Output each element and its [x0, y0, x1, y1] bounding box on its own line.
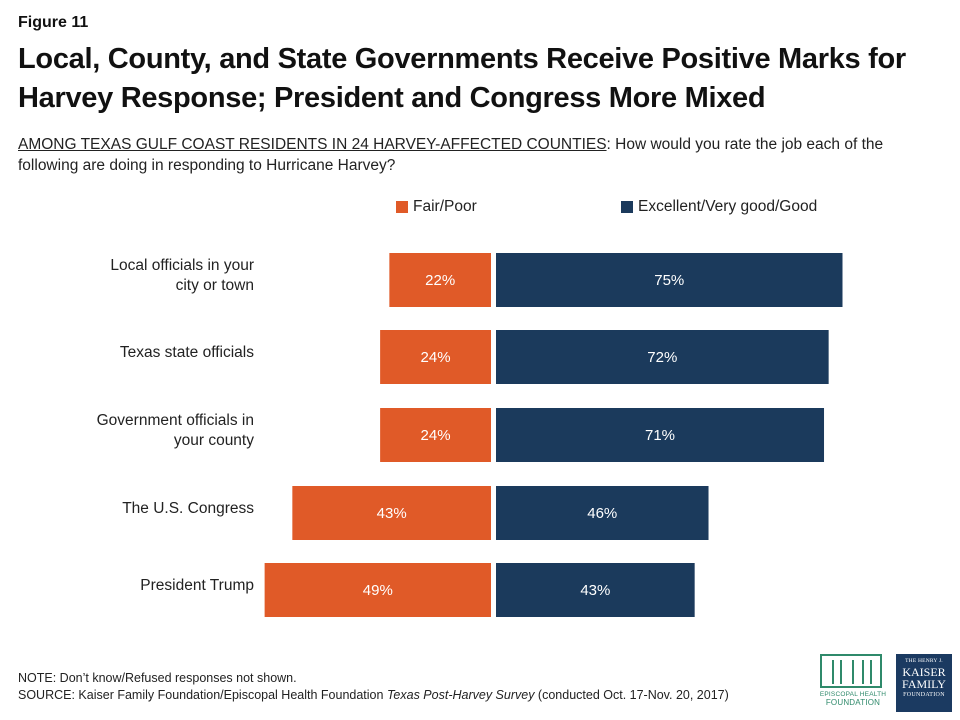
bar-label-fair-poor-president-trump: 49% — [363, 582, 393, 599]
bar-label-fair-poor-texas-state-officials: 24% — [421, 349, 451, 366]
ehf-logo-text: EPISCOPAL HEALTH FOUNDATION — [819, 691, 887, 707]
legend-label-fair-poor: Fair/Poor — [413, 198, 477, 215]
source-prefix: SOURCE: Kaiser Family Foundation/Episcop… — [18, 688, 387, 702]
legend-item-fair-poor: Fair/Poor — [396, 198, 477, 216]
bar-excellent-good-the-u-s-congress — [496, 486, 709, 540]
category-label-texas-state-officials: Texas state officials — [120, 344, 254, 361]
category-label-government-officials-in-your-county: Government officials in your county — [97, 412, 255, 449]
legend-label-excellent-good: Excellent/Very good/Good — [638, 198, 818, 215]
chart-title: Local, County, and State Governments Rec… — [18, 43, 906, 114]
bar-excellent-good-president-trump — [496, 563, 695, 617]
legend-swatch-excellent-good — [621, 201, 633, 213]
legend-item-excellent-good: Excellent/Very good/Good — [621, 198, 817, 216]
bar-label-excellent-good-president-trump: 43% — [580, 582, 610, 599]
source-text: SOURCE: Kaiser Family Foundation/Episcop… — [18, 687, 798, 704]
category-label-president-trump: President Trump — [140, 577, 254, 594]
bar-label-excellent-good-local-officials-in-your-city-or-town: 75% — [654, 272, 684, 289]
ehf-logo-mark — [820, 654, 882, 688]
category-label-the-u-s-congress: The U.S. Congress — [122, 500, 254, 517]
bar-fair-poor-local-officials-in-your-city-or-town — [389, 253, 491, 307]
bar-label-fair-poor-government-officials-in-your-county: 24% — [421, 427, 451, 444]
bar-label-excellent-good-the-u-s-congress: 46% — [587, 505, 617, 522]
bar-label-excellent-good-government-officials-in-your-county: 71% — [645, 427, 675, 444]
source-survey-name: Texas Post-Harvey Survey — [386, 688, 535, 702]
bar-label-excellent-good-texas-state-officials: 72% — [647, 349, 677, 366]
bar-label-fair-poor-local-officials-in-your-city-or-town: 22% — [425, 272, 455, 289]
note-text: NOTE: Don’t know/Refused responses not s… — [18, 671, 297, 685]
chart-subtitle: AMONG TEXAS GULF COAST RESIDENTS IN 24 H… — [18, 134, 938, 176]
bar-fair-poor-government-officials-in-your-county — [380, 408, 491, 462]
footnote: NOTE: Don’t know/Refused responses not s… — [18, 670, 798, 704]
legend-swatch-fair-poor — [396, 201, 408, 213]
episcopal-health-foundation-logo: EPISCOPAL HEALTH FOUNDATION — [818, 654, 888, 714]
kaiser-family-foundation-logo: THE HENRY J. KAISER FAMILY FOUNDATION — [896, 654, 952, 712]
bar-fair-poor-president-trump — [264, 563, 491, 617]
bar-excellent-good-texas-state-officials — [496, 330, 829, 384]
subtitle-rest: : How would you rate the job each of the… — [18, 136, 884, 174]
bar-label-fair-poor-the-u-s-congress: 43% — [377, 505, 407, 522]
bar-excellent-good-government-officials-in-your-county — [496, 408, 825, 462]
chart-legend: Fair/Poor Excellent/Very good/Good — [0, 198, 960, 220]
bar-fair-poor-the-u-s-congress — [292, 486, 491, 540]
bar-excellent-good-local-officials-in-your-city-or-town — [496, 253, 843, 307]
category-label-local-officials-in-your-city-or-town: Local officials in your city or town — [110, 257, 254, 294]
figure-label: Figure 11 — [18, 14, 89, 31]
source-suffix: (conducted Oct. 17-Nov. 20, 2017) — [534, 688, 729, 702]
bar-fair-poor-texas-state-officials — [380, 330, 491, 384]
subtitle-lead: AMONG TEXAS GULF COAST RESIDENTS IN 24 H… — [18, 136, 607, 153]
